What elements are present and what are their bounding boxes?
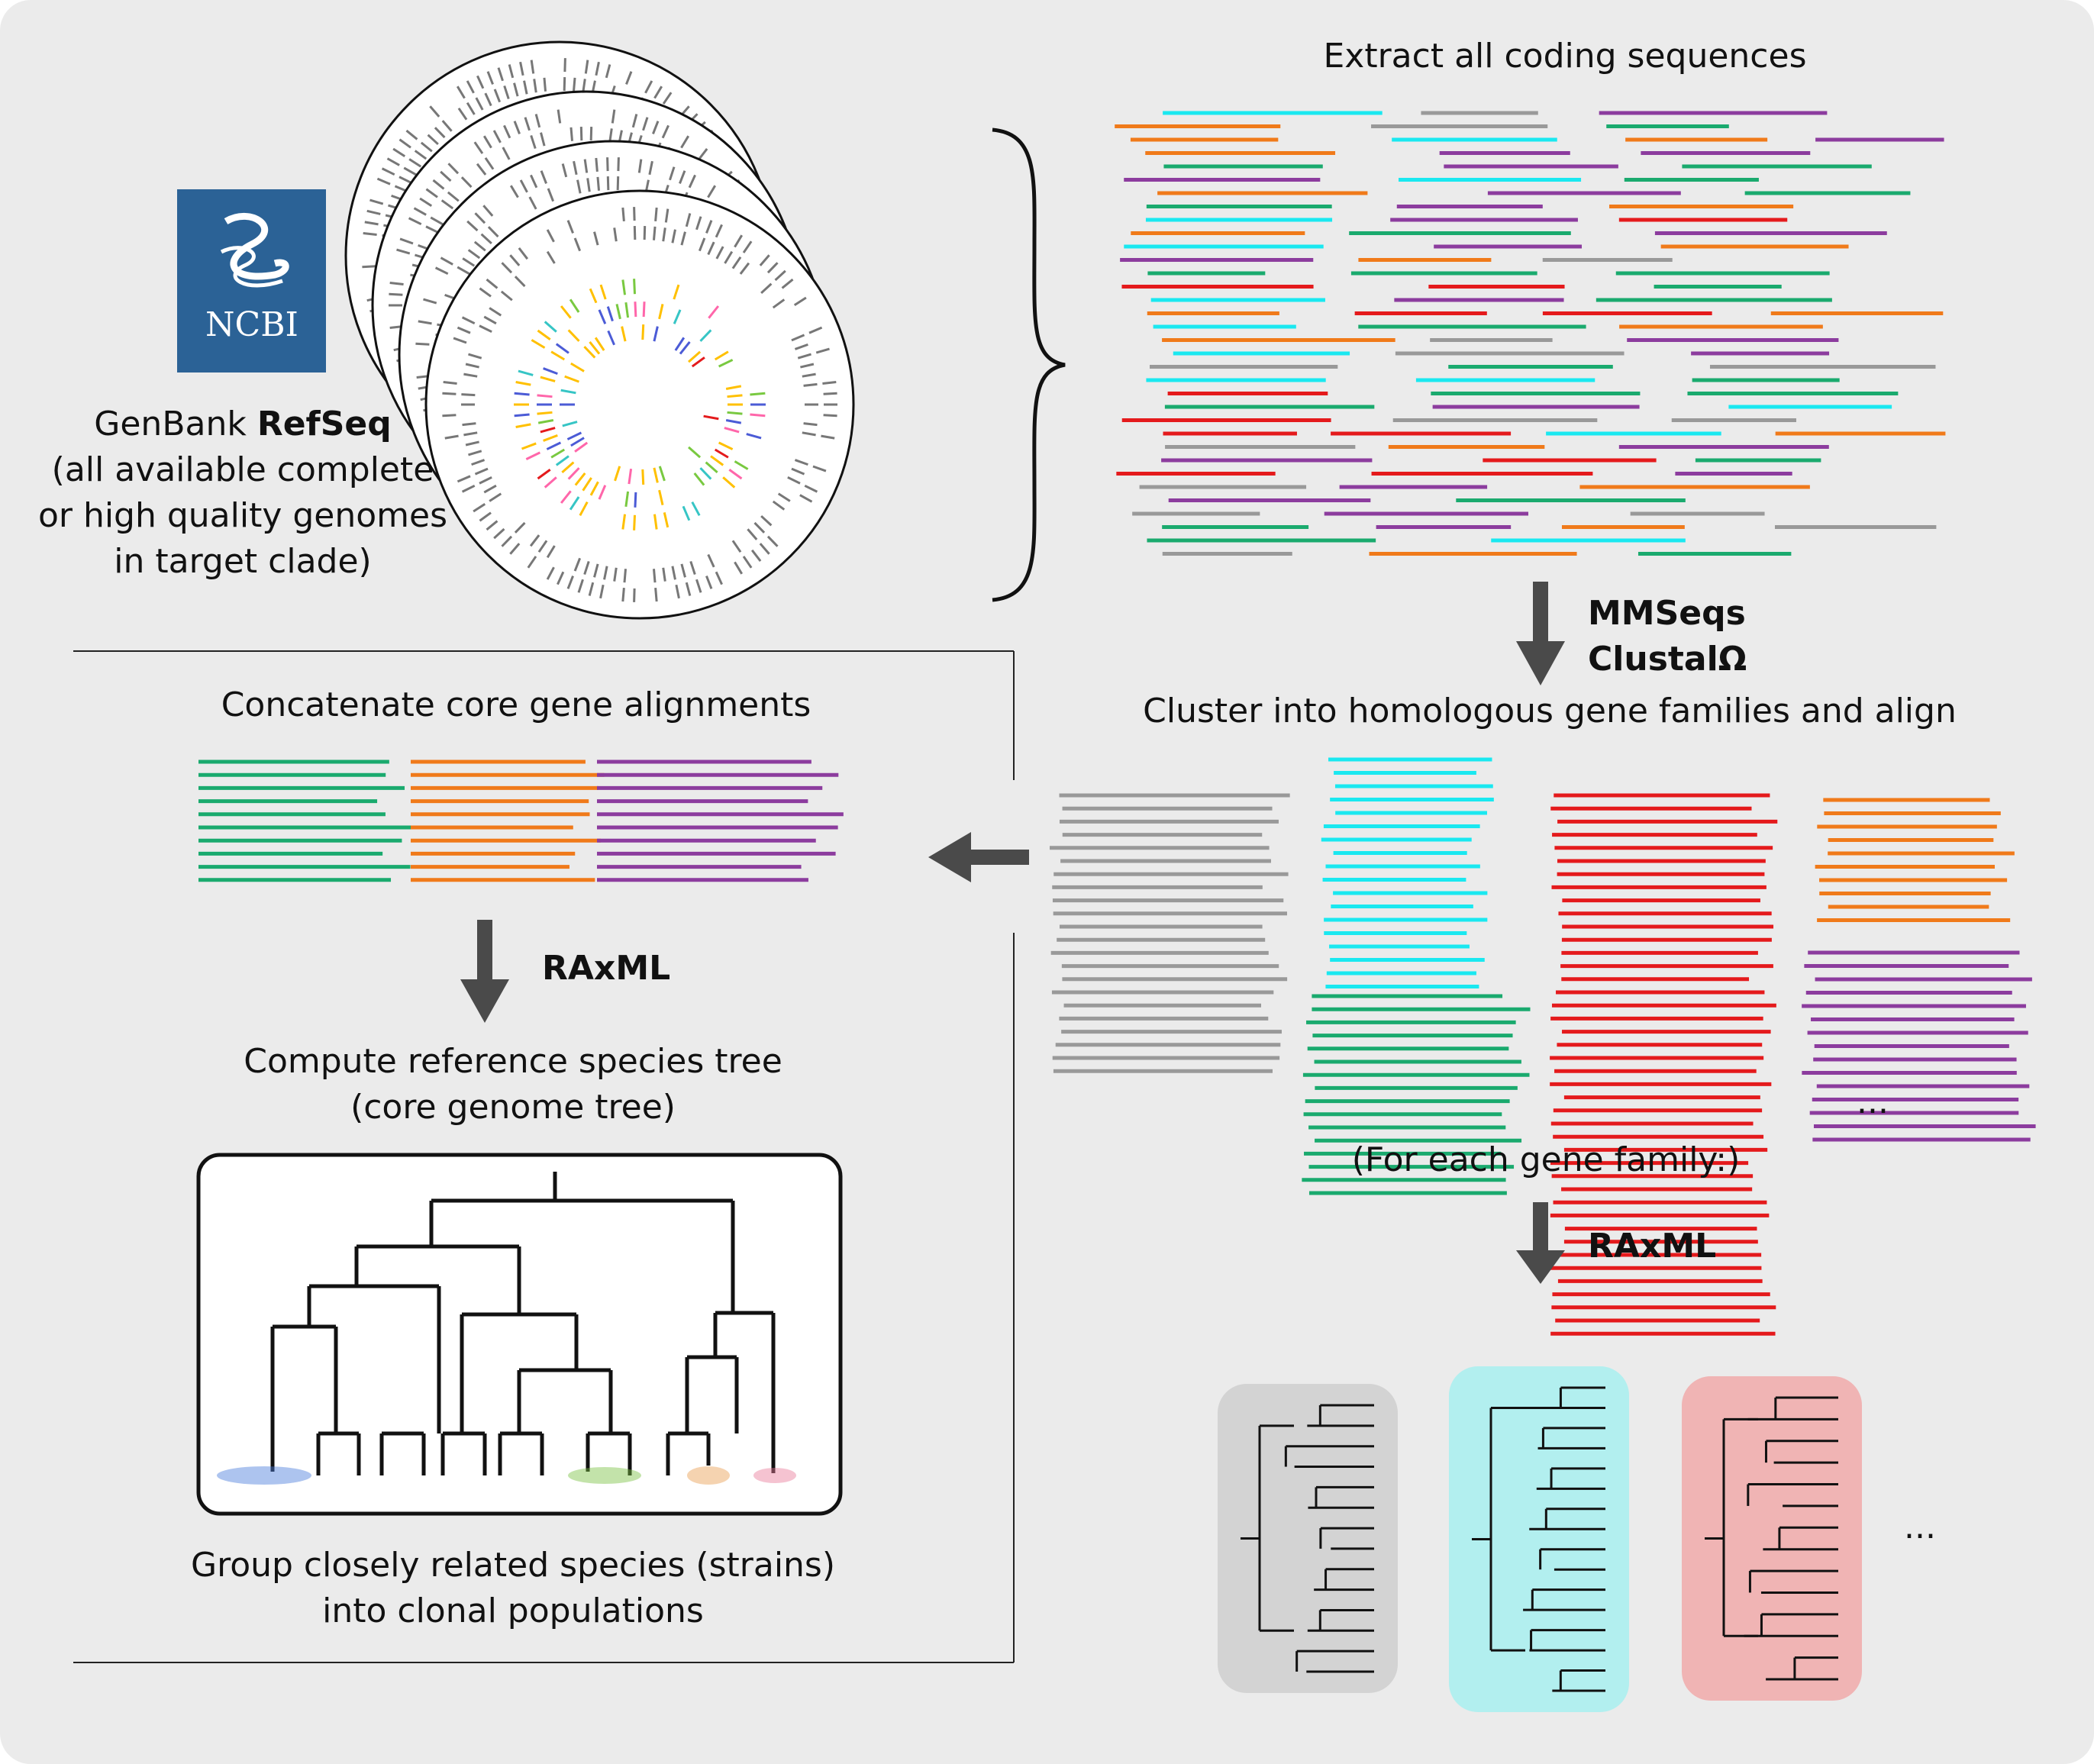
genbank-refseq-label: GenBank RefSeq bbox=[94, 405, 391, 443]
families-ellipsis: ... bbox=[1857, 1082, 1889, 1121]
ncbi-logo-text: NCBI bbox=[205, 305, 298, 344]
raxml-right-label: RAxML bbox=[1588, 1227, 1716, 1266]
for-each-label: (For each gene family:) bbox=[1352, 1140, 1741, 1179]
clonal-population bbox=[568, 1467, 641, 1484]
concat-label: Concatenate core gene alignments bbox=[221, 685, 811, 724]
genome-outline bbox=[424, 189, 855, 620]
clonal-population bbox=[687, 1466, 730, 1485]
trees-ellipsis: ... bbox=[1904, 1508, 1936, 1546]
extract-label: Extract all coding sequences bbox=[1324, 37, 1807, 76]
arrow-left bbox=[928, 832, 1029, 882]
helix-icon bbox=[224, 212, 289, 280]
genome-map bbox=[424, 189, 855, 620]
gene-tree bbox=[1682, 1376, 1862, 1701]
arrow-down-mmseqs bbox=[1516, 582, 1565, 685]
ncbi-logo: NCBI bbox=[177, 189, 326, 372]
gene-families bbox=[1050, 757, 2036, 1336]
concatenated-alignment bbox=[198, 759, 844, 882]
arrow-down-raxml-right bbox=[1516, 1202, 1565, 1284]
species-tree bbox=[217, 1172, 796, 1485]
group-line: Group closely related species (strains) bbox=[191, 1546, 835, 1585]
clustal-label: ClustalΩ bbox=[1588, 640, 1747, 679]
compute-line: (core genome tree) bbox=[350, 1088, 676, 1127]
cluster-label: Cluster into homologous gene families an… bbox=[1143, 692, 1957, 730]
clonal-population bbox=[753, 1468, 796, 1483]
coding-sequences bbox=[1115, 111, 1946, 556]
mmseqs-label: MMSeqs bbox=[1588, 594, 1746, 633]
gene-tree-box bbox=[1682, 1376, 1862, 1701]
gene-tree bbox=[1449, 1366, 1629, 1712]
genbank-description-line: (all available complete bbox=[52, 450, 434, 489]
gene-tree-box bbox=[1449, 1366, 1629, 1712]
gene-tree bbox=[1218, 1384, 1398, 1693]
clonal-population bbox=[217, 1466, 311, 1485]
species-tree-box bbox=[196, 1153, 843, 1516]
genbank-description-line: in target clade) bbox=[114, 542, 371, 581]
curly-brace bbox=[992, 127, 1066, 602]
genbank-description-line: or high quality genomes bbox=[38, 496, 447, 535]
raxml-left-label: RAxML bbox=[542, 949, 670, 988]
compute-line: Compute reference species tree bbox=[244, 1042, 782, 1081]
arrow-down-raxml-left bbox=[460, 920, 509, 1023]
gene-tree-box bbox=[1218, 1384, 1398, 1693]
gene-trees bbox=[1218, 1366, 1862, 1712]
genome-maps bbox=[344, 40, 855, 620]
group-line: into clonal populations bbox=[322, 1591, 704, 1630]
